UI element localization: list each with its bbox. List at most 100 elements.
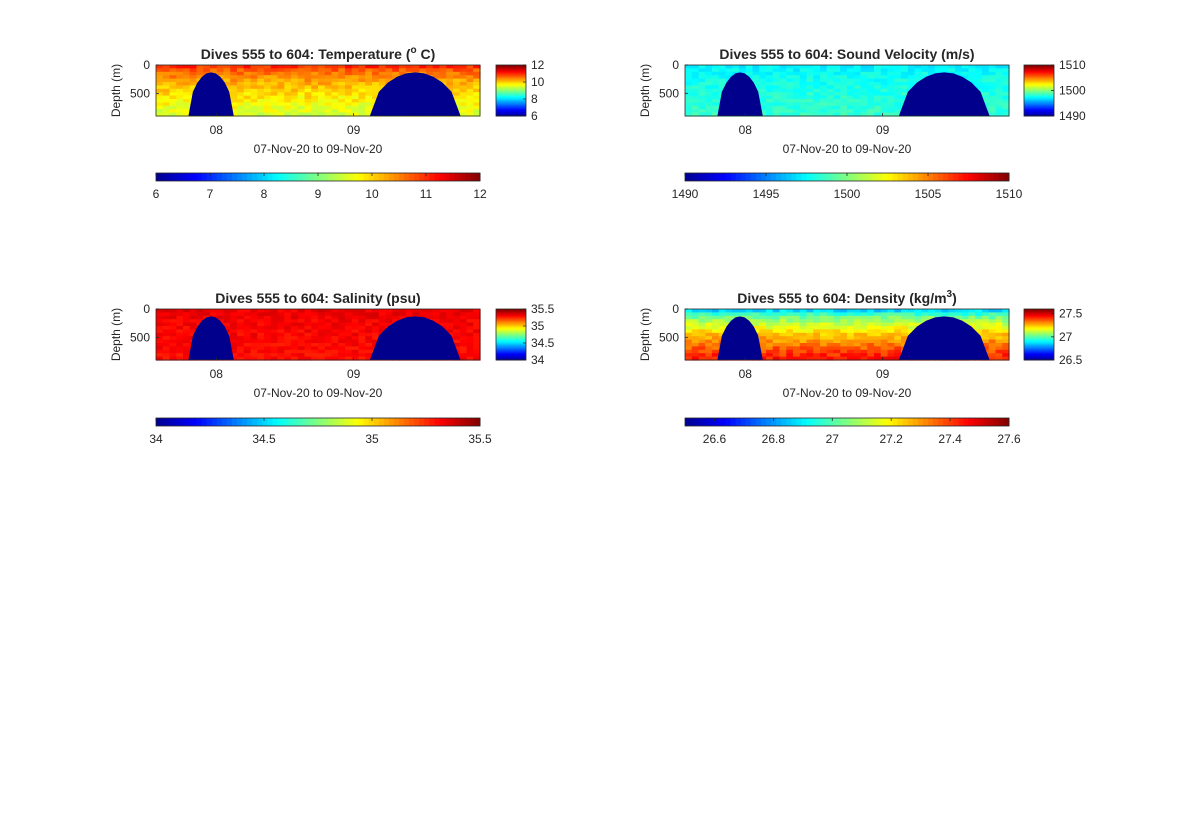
heatmap-cell: [284, 349, 292, 354]
heatmap-cell: [459, 95, 468, 100]
heatmap-cell: [324, 343, 333, 347]
heatmap-cell: [894, 332, 902, 337]
heatmap-cell: [820, 78, 828, 83]
heatmap-cell: [988, 326, 997, 330]
heatmap-cell: [318, 312, 326, 317]
heatmap-cell: [698, 105, 706, 110]
heatmap-cell: [705, 336, 713, 341]
heatmap-cell: [705, 82, 713, 86]
heatmap-cell: [419, 68, 427, 73]
heatmap-cell: [975, 75, 983, 80]
heatmap-cell: [880, 332, 889, 337]
heatmap-cell: [345, 102, 353, 107]
heatmap-cell: [799, 312, 808, 317]
heatmap-cell: [799, 85, 808, 90]
heatmap-cell: [162, 65, 171, 69]
heatmap-cell: [698, 68, 706, 73]
heatmap-cell: [759, 309, 767, 313]
heatmap-cell: [833, 112, 841, 117]
heatmap-cell: [705, 65, 713, 69]
heatmap-cell: [331, 356, 339, 361]
heatmap-cell: [311, 315, 319, 320]
heatmap-cell: [847, 339, 855, 344]
heatmap-cell: [250, 109, 258, 114]
heatmap-cell: [793, 88, 801, 93]
no-data-region: [898, 72, 990, 116]
heatmap-cell: [752, 65, 760, 69]
heatmap-cell: [324, 339, 333, 344]
heatmap-cell: [901, 315, 909, 320]
heatmap-cell: [324, 65, 333, 69]
heatmap-cell: [183, 105, 191, 110]
heatmap-cell: [392, 71, 400, 76]
heatmap-cell: [712, 78, 720, 83]
heatmap-cell: [284, 112, 292, 117]
heatmap-cell: [324, 102, 333, 107]
heatmap-cell: [874, 349, 882, 354]
heatmap-cell: [385, 309, 393, 313]
heatmap-cell: [257, 329, 265, 334]
heatmap-cell: [318, 326, 326, 330]
heatmap-cell: [793, 105, 801, 110]
heatmap-cell: [799, 343, 808, 347]
heatmap-cell: [880, 88, 889, 93]
heatmap-cell: [162, 315, 171, 320]
heatmap-cell: [291, 75, 299, 80]
colorbar-h-tick-label: 1490: [672, 187, 699, 201]
heatmap-cell: [311, 353, 319, 358]
heatmap-cell: [297, 319, 306, 324]
heatmap-cell: [907, 75, 916, 80]
heatmap-cell: [169, 329, 177, 334]
heatmap-cell: [331, 82, 339, 86]
heatmap-cell: [378, 319, 387, 324]
heatmap-cell: [291, 312, 299, 317]
heatmap-cell: [975, 85, 983, 90]
heatmap-cell: [466, 112, 474, 117]
heatmap-cell: [1002, 71, 1010, 76]
colorbar-tick-label: 10: [531, 75, 545, 89]
heatmap-cell: [698, 309, 706, 313]
heatmap-cell: [833, 95, 841, 100]
heatmap-cell: [779, 102, 787, 107]
heatmap-cell: [786, 109, 794, 114]
heatmap-cell: [318, 95, 326, 100]
heatmap-cell: [793, 71, 801, 76]
heatmap-cell: [304, 322, 312, 327]
heatmap-cell: [372, 326, 380, 330]
heatmap-cell: [732, 65, 740, 69]
heatmap-cell: [351, 315, 360, 320]
heatmap-cell: [772, 339, 781, 344]
heatmap-cell: [820, 315, 828, 320]
heatmap-cell: [473, 356, 481, 361]
heatmap-cell: [237, 315, 245, 320]
heatmap-cell: [880, 315, 889, 320]
heatmap-cell: [297, 309, 306, 313]
heatmap-cell: [183, 78, 191, 83]
heatmap-cell: [345, 322, 353, 327]
heatmap-cell: [426, 71, 434, 76]
heatmap-cell: [324, 75, 333, 80]
heatmap-cell: [847, 102, 855, 107]
colorbar-h-tick-label: 10: [365, 187, 379, 201]
heatmap-cell: [995, 349, 1003, 354]
heatmap-cell: [230, 78, 238, 83]
heatmap-cell: [277, 68, 285, 73]
heatmap-cell: [766, 95, 774, 100]
heatmap-cell: [453, 319, 461, 324]
heatmap-cell: [880, 112, 889, 117]
heatmap-cell: [169, 78, 177, 83]
x-tick-label: 09: [347, 367, 361, 381]
heatmap-cell: [793, 356, 801, 361]
heatmap-cell: [772, 336, 781, 341]
heatmap-cell: [189, 329, 198, 334]
heatmap-cell: [691, 65, 700, 69]
heatmap-cell: [169, 99, 177, 103]
heatmap-cell: [691, 346, 700, 351]
heatmap-cell: [739, 312, 747, 317]
heatmap-cell: [887, 309, 895, 313]
heatmap-cell: [297, 95, 306, 100]
heatmap-cell: [901, 82, 909, 86]
x-axis-label: 07-Nov-20 to 09-Nov-20: [254, 142, 383, 156]
heatmap-cell: [237, 349, 245, 354]
